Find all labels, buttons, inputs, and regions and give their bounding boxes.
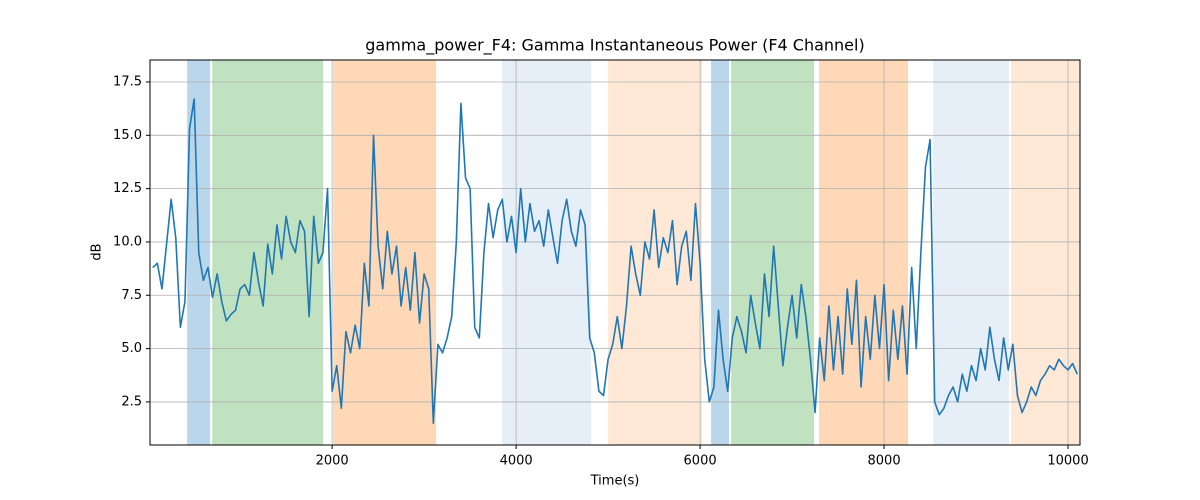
y-tick-label: 12.5 [113, 181, 142, 196]
x-tick-label: 6000 [684, 454, 717, 469]
y-tick-label: 5.0 [121, 341, 142, 356]
shaded-span [933, 60, 1010, 445]
y-axis-label: dB [90, 243, 105, 260]
data-line [152, 98, 1078, 425]
y-tick-label: 10.0 [113, 234, 142, 249]
y-tick-label: 17.5 [113, 74, 142, 89]
y-tick-label: 7.5 [121, 288, 142, 303]
shaded-span [1011, 60, 1080, 445]
shaded-span [333, 60, 437, 445]
shaded-span [502, 60, 592, 445]
shaded-span [608, 60, 703, 445]
x-tick-label: 2000 [316, 454, 349, 469]
x-tick-label: 10000 [1047, 454, 1088, 469]
y-tick-label: 15.0 [113, 128, 142, 143]
chart-title: gamma_power_F4: Gamma Instantaneous Powe… [365, 36, 864, 56]
x-tick-label: 8000 [868, 454, 901, 469]
x-tick-label: 4000 [500, 454, 533, 469]
shaded-span [819, 60, 909, 445]
y-tick-label: 2.5 [121, 394, 142, 409]
plot-frame [149, 59, 1081, 446]
x-axis-label: Time(s) [590, 474, 640, 489]
